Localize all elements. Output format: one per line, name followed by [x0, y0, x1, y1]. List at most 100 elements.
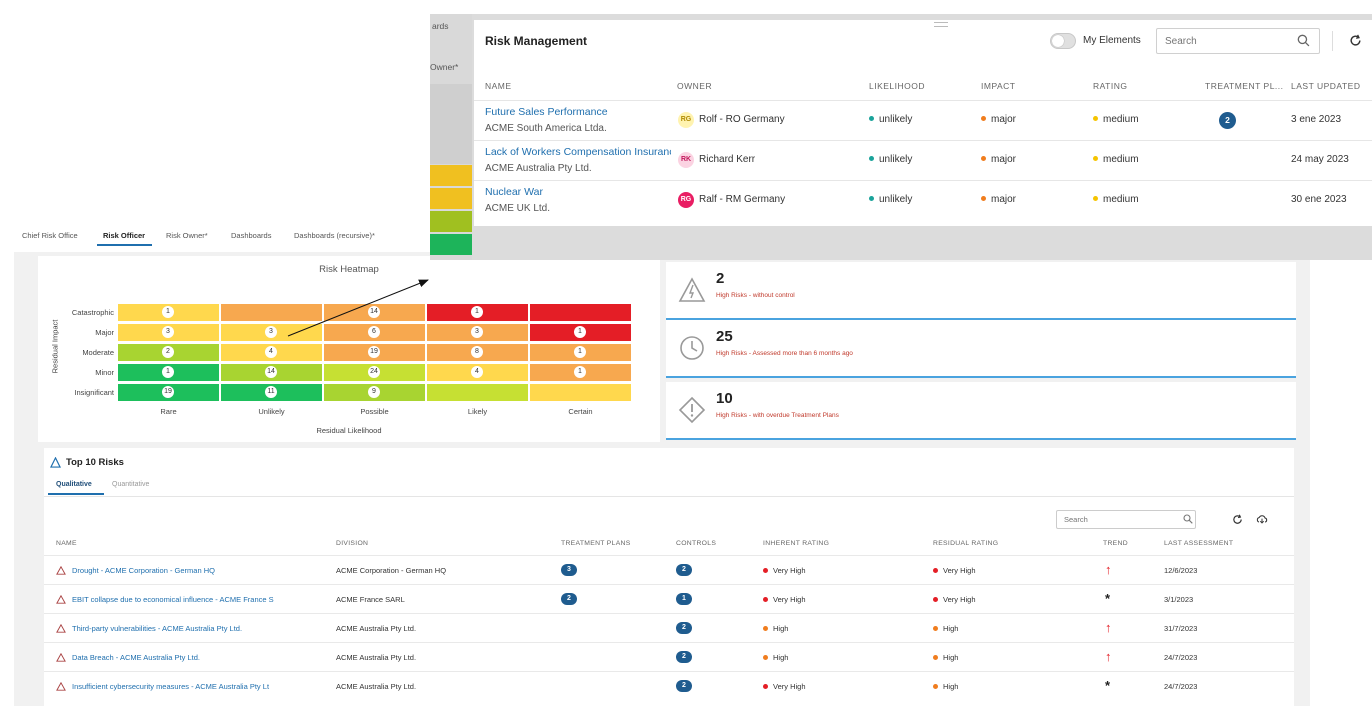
heatmap-cell[interactable]: 19 [324, 344, 425, 361]
table-row[interactable]: Drought - ACME Corporation - German HQ AC… [44, 555, 1294, 584]
heatmap-cell[interactable]: 2 [118, 344, 219, 361]
cloud-download-icon[interactable] [1256, 514, 1268, 525]
table-row[interactable]: Lack of Workers Compensation Insurance AC… [474, 140, 1372, 180]
table-row[interactable]: Third-party vulnerabilities - ACME Austr… [44, 613, 1294, 642]
heatmap-cell[interactable] [530, 384, 631, 401]
heatmap-count-badge: 2 [162, 346, 174, 358]
heatmap-cell[interactable] [427, 384, 528, 401]
table-row[interactable]: EBIT collapse due to economical influenc… [44, 584, 1294, 613]
search-icon[interactable] [1297, 34, 1310, 47]
kpi-value: 25 [716, 328, 733, 345]
kpi-card-without-control[interactable]: 2 High Risks - without control [666, 262, 1296, 320]
heatmap-cell[interactable]: 4 [221, 344, 322, 361]
table-row[interactable]: Insufficient cybersecurity measures - AC… [44, 671, 1294, 700]
col-header-treatment-plans[interactable]: TREATMENT PL... [1205, 81, 1284, 91]
heatmap-cell[interactable] [221, 304, 322, 321]
col-header-name[interactable]: NAME [56, 540, 77, 547]
col-header-trend[interactable]: TREND [1103, 540, 1128, 547]
heatmap-cell[interactable]: 4 [427, 364, 528, 381]
col-header-residual-rating[interactable]: RESIDUAL RATING [933, 540, 999, 547]
table-row[interactable]: Nuclear War ACME UK Ltd. RG Ralf - RM Germa… [474, 180, 1372, 220]
residual-rating-label: High [943, 624, 959, 633]
kpi-card-assessed-old[interactable]: 25 High Risks - Assessed more than 6 mon… [666, 320, 1296, 378]
overlay-grey-block [430, 84, 472, 164]
table-row[interactable]: Data Breach - ACME Australia Pty Ltd. ACM… [44, 642, 1294, 671]
impact-dot [981, 155, 986, 161]
refresh-icon[interactable] [1232, 514, 1243, 525]
tab-dashboards-recursive[interactable]: Dashboards (recursive)* [294, 231, 375, 240]
col-header-impact[interactable]: IMPACT [981, 81, 1016, 91]
heatmap-cell[interactable]: 8 [427, 344, 528, 361]
heatmap-cell[interactable]: 1 [427, 304, 528, 321]
residual-rating-cell: Very High [933, 566, 976, 575]
risk-name-link[interactable]: Drought - ACME Corporation - German HQ [72, 566, 215, 575]
heatmap-cell[interactable]: 1 [530, 364, 631, 381]
col-header-likelihood[interactable]: LIKELIHOOD [869, 81, 926, 91]
col-header-inherent-rating[interactable]: INHERENT RATING [763, 540, 830, 547]
rating-label: medium [1103, 154, 1139, 165]
heatmap-cell[interactable]: 3 [118, 324, 219, 341]
treatment-plans-badge[interactable]: 3 [561, 564, 577, 576]
heatmap-cell[interactable]: 14 [324, 304, 425, 321]
tab-qualitative[interactable]: Qualitative [56, 481, 92, 488]
controls-badge[interactable]: 2 [676, 622, 692, 634]
risk-name-link[interactable]: Insufficient cybersecurity measures - AC… [72, 682, 270, 691]
heatmap-cell[interactable]: 9 [324, 384, 425, 401]
treatment-plans-badge[interactable]: 2 [1219, 112, 1236, 129]
controls-badge[interactable]: 1 [676, 593, 692, 605]
heatmap-cell[interactable]: 1 [530, 344, 631, 361]
tab-risk-owner[interactable]: Risk Owner* [166, 231, 208, 240]
rating-cell: medium [1093, 154, 1139, 165]
tab-chief-risk-office[interactable]: Chief Risk Office [22, 231, 78, 240]
top-10-search-input[interactable] [1056, 510, 1196, 529]
col-header-controls[interactable]: CONTROLS [676, 540, 717, 547]
risk-name-link[interactable]: Lack of Workers Compensation Insurance [485, 146, 671, 158]
tab-dashboards[interactable]: Dashboards [231, 231, 272, 240]
division-cell: ACME France SARL [336, 595, 405, 604]
tab-quantitative[interactable]: Quantitative [112, 481, 150, 488]
rating-dot [763, 654, 768, 660]
heatmap-cell[interactable]: 6 [324, 324, 425, 341]
risk-name-link[interactable]: Third-party vulnerabilities - ACME Austr… [72, 624, 243, 633]
heatmap-cell[interactable]: 1 [118, 364, 219, 381]
col-header-division[interactable]: DIVISION [336, 540, 369, 547]
heatmap-cell[interactable] [530, 304, 631, 321]
impact-cell: major [981, 154, 1016, 165]
treatment-plans-badge[interactable]: 2 [561, 593, 577, 605]
avatar: RG [678, 192, 694, 208]
drag-handle-icon[interactable] [934, 22, 948, 27]
col-header-owner[interactable]: OWNER [677, 81, 713, 91]
controls-badge[interactable]: 2 [676, 680, 692, 692]
heatmap-col-label: Possible [360, 407, 389, 416]
my-elements-toggle[interactable] [1050, 33, 1076, 49]
heatmap-cell[interactable]: 3 [221, 324, 322, 341]
col-header-treatment-plans[interactable]: TREATMENT PLANS [561, 540, 631, 547]
residual-rating-cell: High [933, 682, 958, 691]
col-header-name[interactable]: NAME [485, 81, 512, 91]
risk-name-link[interactable]: Data Breach - ACME Australia Pty Ltd. [72, 653, 200, 662]
heatmap-cell[interactable]: 1 [118, 304, 219, 321]
impact-cell: major [981, 194, 1016, 205]
table-row[interactable]: Future Sales Performance ACME South Ameri… [474, 100, 1372, 140]
heatmap-cell[interactable]: 1 [530, 324, 631, 341]
risk-heatmap-card: Risk Heatmap Residual Impact Catastrophi… [38, 256, 660, 442]
tab-risk-officer[interactable]: Risk Officer [103, 231, 146, 240]
risk-name-link[interactable]: Nuclear War [485, 186, 543, 198]
controls-badge[interactable]: 2 [676, 651, 692, 663]
search-icon[interactable] [1183, 514, 1193, 524]
col-header-rating[interactable]: RATING [1093, 81, 1128, 91]
col-header-last-assessment[interactable]: LAST ASSESSMENT [1164, 540, 1234, 547]
inherent-rating-cell: High [763, 653, 788, 662]
heatmap-cell[interactable]: 11 [221, 384, 322, 401]
heatmap-cell[interactable]: 19 [118, 384, 219, 401]
kpi-card-overdue-plans[interactable]: 10 High Risks - with overdue Treatment P… [666, 382, 1296, 440]
refresh-icon[interactable] [1349, 34, 1362, 47]
heatmap-cell[interactable]: 14 [221, 364, 322, 381]
risk-name-link[interactable]: EBIT collapse due to economical influenc… [72, 595, 274, 604]
risk-search-input[interactable] [1156, 28, 1320, 54]
risk-name-link[interactable]: Future Sales Performance [485, 106, 608, 118]
heatmap-cell[interactable]: 3 [427, 324, 528, 341]
heatmap-cell[interactable]: 24 [324, 364, 425, 381]
col-header-last-updated[interactable]: LAST UPDATED [1291, 81, 1361, 91]
controls-badge[interactable]: 2 [676, 564, 692, 576]
